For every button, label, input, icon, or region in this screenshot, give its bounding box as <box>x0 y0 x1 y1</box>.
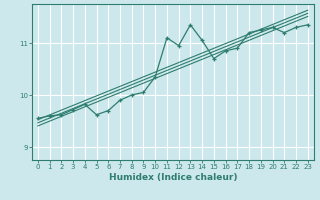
X-axis label: Humidex (Indice chaleur): Humidex (Indice chaleur) <box>108 173 237 182</box>
